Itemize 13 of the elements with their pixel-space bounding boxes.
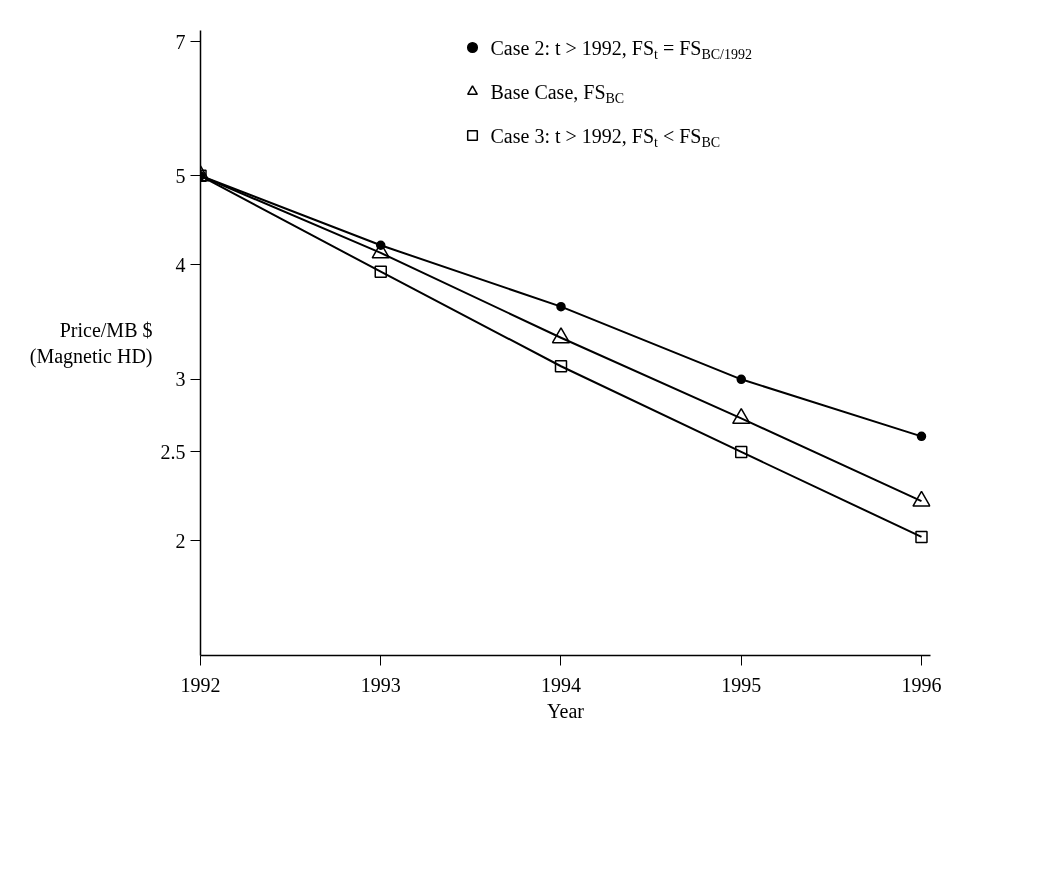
y-tick-label: 2.5: [160, 440, 186, 463]
y-tick-label: 5: [175, 164, 186, 187]
y-tick-label: 2: [175, 529, 186, 552]
y-tick-label: 4: [175, 253, 186, 276]
x-tick-label: 1996: [901, 673, 942, 696]
y-axis-title: Price/MB $ (Magnetic HD): [29, 318, 153, 369]
x-tick-label: 1992: [180, 673, 221, 696]
x-tick-label: 1994: [540, 673, 581, 696]
y-tick-label: 7: [175, 30, 186, 53]
x-axis-title: Year: [547, 699, 585, 722]
x-tick-label: 1995: [721, 673, 762, 696]
x-tick-label: 1993: [360, 673, 401, 696]
y-tick-label: 3: [175, 368, 186, 391]
